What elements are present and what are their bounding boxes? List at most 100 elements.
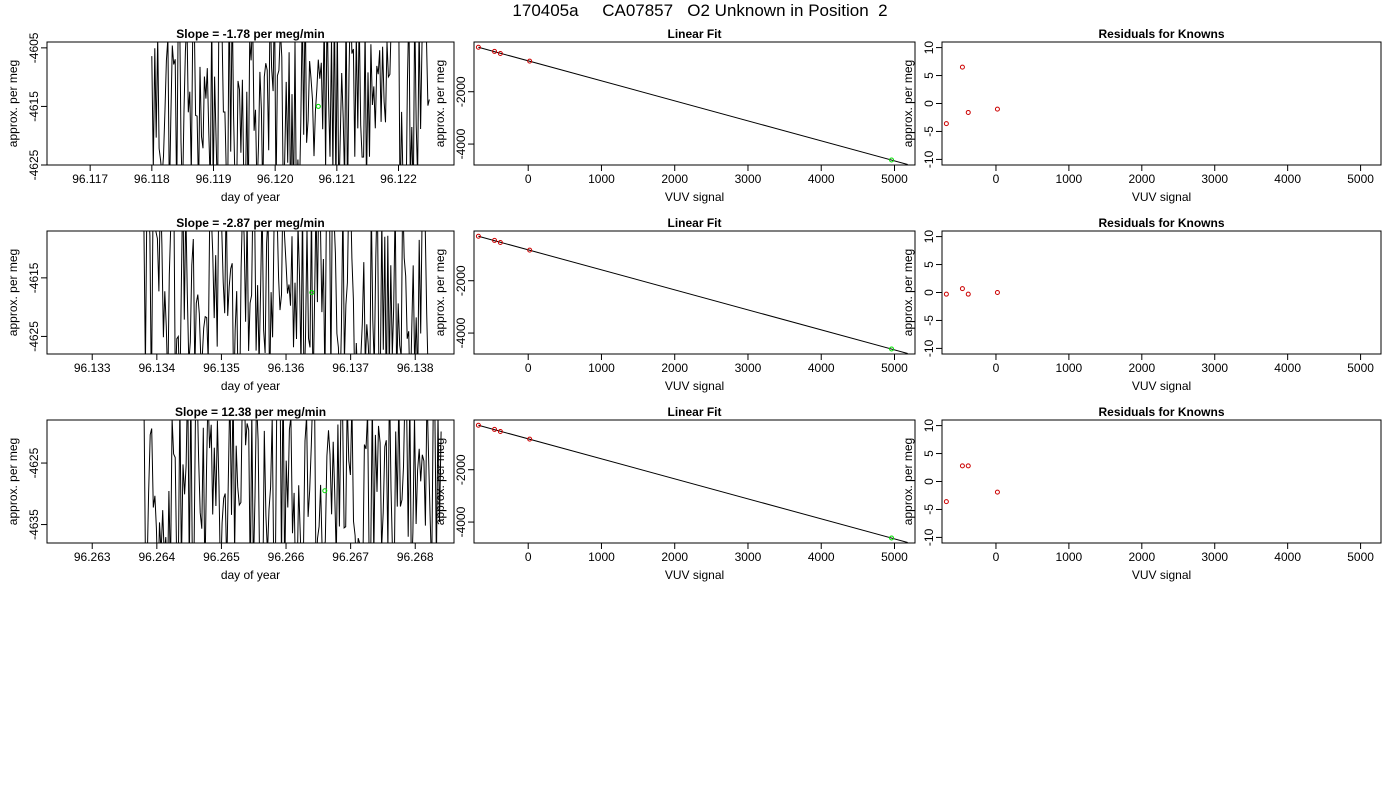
x-tick-label: 5000	[881, 172, 908, 186]
unknown-marker	[322, 488, 328, 494]
panel-3-3: Residuals for Knowns 0 1000 2000 3000 4000 500…	[901, 405, 1382, 582]
residual-point	[965, 109, 971, 115]
y-tick-label: 10	[922, 230, 936, 244]
x-tick-label: 96.265	[203, 550, 240, 564]
y-tick-label: -2000	[454, 76, 468, 107]
x-tick-label: 5000	[881, 550, 908, 564]
known-point	[492, 426, 498, 432]
y-axis-label: approx. per meg	[6, 438, 20, 525]
y-tick-label: 5	[922, 72, 936, 79]
x-tick-label: 96.122	[380, 172, 417, 186]
panel-title: Linear Fit	[667, 27, 721, 41]
y-tick-label: -10	[922, 528, 936, 546]
panel-3-1: Slope = 12.38 per meg/min 96.263 96.264 96.…	[6, 405, 455, 582]
fit-line	[478, 424, 908, 543]
known-point	[492, 48, 498, 54]
x-axis-label: day of year	[221, 379, 280, 393]
y-tick-label: -4625	[27, 149, 41, 180]
known-point	[475, 233, 481, 239]
x-tick-label: 96.267	[332, 550, 369, 564]
panel-title: Residuals for Knowns	[1098, 216, 1224, 230]
x-tick-label: 96.134	[138, 361, 175, 375]
x-axis-label: VUV signal	[665, 568, 724, 582]
panel-1-3: Residuals for Knowns 0 1000 2000 3000 4000 500…	[901, 27, 1382, 204]
residual-point	[943, 291, 949, 297]
known-point	[492, 237, 498, 243]
x-tick-label: 4000	[808, 550, 835, 564]
y-tick-label: -10	[922, 339, 936, 357]
y-tick-label: 5	[922, 450, 936, 457]
plot-frame	[473, 419, 916, 544]
y-tick-label: -5	[922, 126, 936, 137]
y-axis-label: approx. per meg	[6, 60, 20, 147]
y-tick-label: -4605	[27, 32, 41, 63]
y-axis-label: approx. per meg	[901, 60, 915, 147]
x-tick-label: 5000	[1347, 550, 1374, 564]
x-tick-label: 2000	[1128, 550, 1155, 564]
x-tick-label: 96.137	[332, 361, 369, 375]
page-title: 170405a CA07857 O2 Unknown in Position 2	[512, 1, 888, 20]
y-axis-label: approx. per meg	[901, 438, 915, 525]
plot-frame	[473, 230, 916, 355]
panel-2-2: Linear Fit 0 1000 2000 3000 4000 5000 -4000 -200…	[433, 216, 916, 393]
x-tick-label: 96.135	[203, 361, 240, 375]
panel-title: Slope = -2.87 per meg/min	[176, 216, 324, 230]
panel-title: Linear Fit	[667, 405, 721, 419]
plot-frame	[941, 230, 1382, 355]
x-axis-label: VUV signal	[1132, 190, 1191, 204]
residual-point	[994, 489, 1000, 495]
x-tick-label: 4000	[808, 361, 835, 375]
x-tick-label: 3000	[735, 550, 762, 564]
x-tick-label: 96.268	[397, 550, 434, 564]
residual-point	[943, 499, 949, 505]
residual-point	[965, 291, 971, 297]
x-tick-label: 1000	[588, 361, 615, 375]
y-tick-label: 5	[922, 261, 936, 268]
panel-title: Residuals for Knowns	[1098, 405, 1224, 419]
x-tick-label: 3000	[735, 361, 762, 375]
plot-area	[143, 231, 429, 354]
y-tick-label: -4635	[27, 509, 41, 540]
x-tick-label: 1000	[588, 172, 615, 186]
panel-title: Slope = 12.38 per meg/min	[175, 405, 326, 419]
x-axis-label: VUV signal	[1132, 379, 1191, 393]
y-tick-label: -2000	[454, 454, 468, 485]
x-tick-label: 0	[993, 361, 1000, 375]
x-tick-label: 3000	[735, 172, 762, 186]
x-axis-label: VUV signal	[665, 379, 724, 393]
x-tick-label: 2000	[1128, 172, 1155, 186]
x-tick-label: 2000	[1128, 361, 1155, 375]
panel-title: Linear Fit	[667, 216, 721, 230]
y-tick-label: 0	[922, 289, 936, 296]
known-point	[497, 240, 503, 246]
y-tick-label: -2000	[454, 265, 468, 296]
known-point	[497, 51, 503, 57]
x-tick-label: 0	[525, 361, 532, 375]
y-tick-label: -5	[922, 504, 936, 515]
x-tick-label: 0	[993, 550, 1000, 564]
x-tick-label: 96.138	[397, 361, 434, 375]
plot-frame	[941, 41, 1382, 166]
residual-point	[994, 290, 1000, 295]
x-tick-label: 0	[525, 172, 532, 186]
unknown-point	[889, 157, 895, 163]
panel-title: Residuals for Knowns	[1098, 27, 1224, 41]
x-tick-label: 0	[993, 172, 1000, 186]
x-tick-label: 96.264	[138, 550, 175, 564]
plot-area	[143, 420, 442, 543]
y-tick-label: 0	[922, 100, 936, 107]
residual-point	[965, 463, 971, 469]
residual-point	[959, 463, 965, 469]
x-tick-label: 96.136	[268, 361, 305, 375]
residual-point	[943, 121, 949, 127]
plot-frame	[941, 419, 1382, 544]
y-tick-label: -5	[922, 315, 936, 326]
y-tick-label: -4615	[27, 262, 41, 293]
plot-frame	[46, 419, 455, 544]
x-tick-label: 3000	[1201, 172, 1228, 186]
known-point	[475, 44, 481, 50]
x-axis-label: VUV signal	[1132, 568, 1191, 582]
x-tick-label: 2000	[661, 172, 688, 186]
x-tick-label: 1000	[588, 550, 615, 564]
